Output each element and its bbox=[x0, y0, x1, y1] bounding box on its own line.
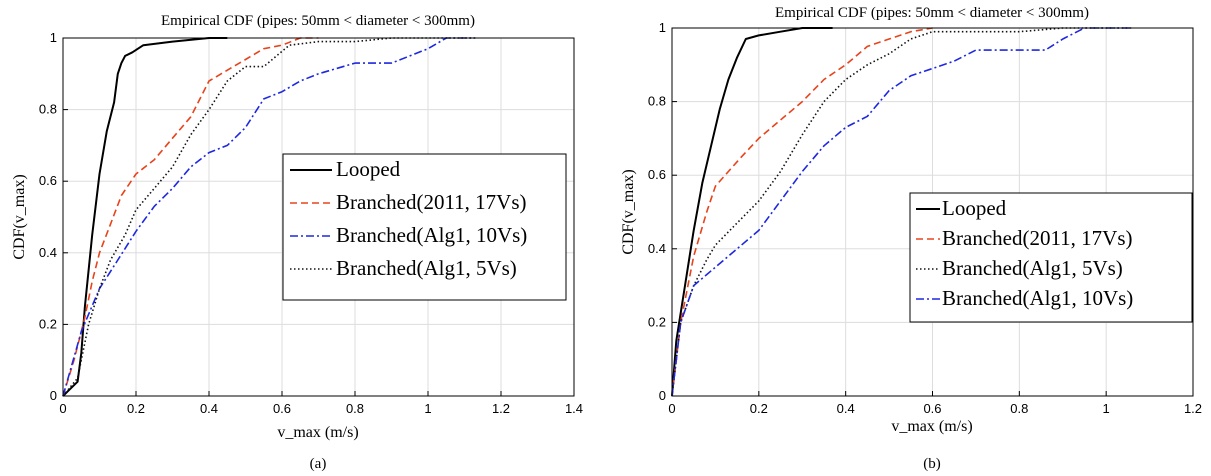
series-line-looped bbox=[62, 37, 228, 397]
series-line-branched-alg1-10vs bbox=[62, 37, 476, 397]
y-tick-label: 0.4 bbox=[39, 245, 57, 260]
y-tick-label: 0.8 bbox=[648, 94, 666, 109]
legend-label: Branched(Alg1, 5Vs) bbox=[942, 256, 1123, 280]
legend-label: Branched(Alg1, 5Vs) bbox=[336, 256, 517, 280]
y-tick-label: 0.8 bbox=[39, 102, 57, 117]
chart-panel-a: 0 0.2 0.4 0.6 0.8 1 1.2 1.4 0 0.2 0.4 0.6 0.8 1 Empi… bbox=[11, 13, 583, 472]
y-tick-label: 0.2 bbox=[648, 314, 666, 329]
series-line-branched-alg1-5vs bbox=[671, 27, 1133, 397]
plot-frame-a bbox=[62, 37, 575, 397]
legend-b: Looped Branched(2011, 17Vs) Branched(Alg1,… bbox=[909, 192, 1193, 323]
legend-box-b bbox=[909, 192, 1193, 323]
y-tick-label: 1 bbox=[659, 20, 666, 35]
x-tick-label: 0.6 bbox=[923, 401, 941, 416]
y-tick-label: 0.4 bbox=[648, 241, 666, 256]
legend-a: Looped Branched(2011, 17Vs) Branched(Alg1,… bbox=[282, 153, 567, 301]
chart-title-b: Empirical CDF (pipes: 50mm < diameter < … bbox=[775, 5, 1089, 21]
series-line-branched-alg1-5vs bbox=[62, 37, 476, 397]
x-tick-label: 1 bbox=[424, 401, 431, 416]
y-axis-label-b: CDF(v_max) bbox=[620, 169, 637, 254]
x-tick-label: 0 bbox=[59, 401, 66, 416]
x-tick-label: 1.4 bbox=[565, 401, 583, 416]
chart-panel-b: 0 0.2 0.4 0.6 0.8 1 1.2 0 0.2 0.4 0.6 0.8 1 Empiric… bbox=[620, 5, 1202, 472]
x-tick-label: 1.2 bbox=[1184, 401, 1202, 416]
x-tick-label: 1.2 bbox=[492, 401, 510, 416]
y-tick-label: 0.6 bbox=[648, 167, 666, 182]
legend-label: Looped bbox=[942, 196, 1007, 220]
series-line-looped bbox=[671, 27, 833, 397]
y-ticks-b: 0 0.2 0.4 0.6 0.8 1 bbox=[648, 20, 677, 403]
legend-label: Branched(2011, 17Vs) bbox=[942, 226, 1133, 250]
legend-label: Looped bbox=[336, 157, 401, 181]
y-tick-label: 0.6 bbox=[39, 173, 57, 188]
x-axis-label-b: v_max (m/s) bbox=[891, 418, 972, 435]
x-tick-label: 0.4 bbox=[200, 401, 218, 416]
series-group-b bbox=[671, 27, 1133, 397]
x-tick-label: 0.8 bbox=[1010, 401, 1028, 416]
legend-label: Branched(Alg1, 10Vs) bbox=[336, 223, 527, 247]
y-tick-label: 0.2 bbox=[39, 316, 57, 331]
series-line-branched-2011-17vs bbox=[62, 37, 319, 397]
legend-label: Branched(2011, 17Vs) bbox=[336, 190, 527, 214]
x-ticks-b: 0 0.2 0.4 0.6 0.8 1 1.2 bbox=[668, 391, 1202, 416]
y-axis-label-a: CDF(v_max) bbox=[11, 174, 28, 259]
x-tick-label: 0.2 bbox=[127, 401, 145, 416]
x-axis-label-a: v_max (m/s) bbox=[277, 424, 358, 441]
x-tick-label: 0.6 bbox=[273, 401, 291, 416]
series-line-branched-alg1-10vs bbox=[671, 27, 1133, 397]
y-tick-label: 0 bbox=[50, 388, 57, 403]
legend-label: Branched(Alg1, 10Vs) bbox=[942, 286, 1133, 310]
y-tick-label: 0 bbox=[659, 388, 666, 403]
series-group-a bbox=[62, 37, 476, 397]
x-tick-label: 0.4 bbox=[837, 401, 855, 416]
x-tick-label: 1 bbox=[1103, 401, 1110, 416]
y-ticks-a: 0 0.2 0.4 0.6 0.8 1 bbox=[39, 30, 68, 403]
y-tick-label: 1 bbox=[50, 30, 57, 45]
x-ticks-a: 0 0.2 0.4 0.6 0.8 1 1.2 1.4 bbox=[59, 391, 583, 416]
series-line-branched-2011-17vs bbox=[671, 27, 933, 397]
panel-label-b: (b) bbox=[923, 456, 941, 472]
x-tick-label: 0.8 bbox=[346, 401, 364, 416]
x-tick-label: 0.2 bbox=[750, 401, 768, 416]
chart-title-a: Empirical CDF (pipes: 50mm < diameter < … bbox=[161, 13, 475, 29]
x-tick-label: 0 bbox=[668, 401, 675, 416]
legend-box-a bbox=[282, 153, 567, 301]
panel-label-a: (a) bbox=[310, 456, 327, 472]
